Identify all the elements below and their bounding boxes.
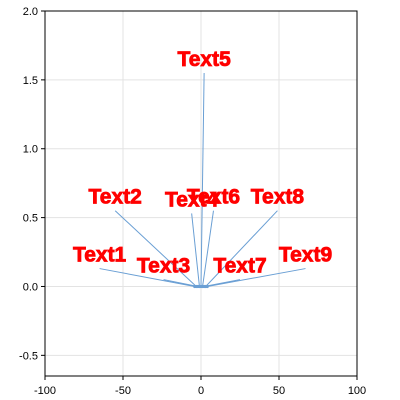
x-tick-label: -50	[115, 385, 131, 397]
y-axis-ticks: -0.5 0.0 0.5 1.0 1.5 2.0	[19, 6, 45, 362]
connector-lines	[99, 72, 306, 287]
annotation-connector	[204, 279, 241, 287]
annotation-connector	[114, 210, 197, 287]
y-tick-label: 1.0	[23, 144, 38, 156]
x-tick-label: 100	[348, 385, 366, 397]
data-points	[193, 284, 209, 289]
annotation-label: Text2	[89, 186, 142, 209]
annotation-label: Text1	[73, 244, 127, 267]
y-tick-label: 2.0	[23, 6, 38, 18]
y-tick-label: -0.5	[19, 350, 38, 362]
annotation-connector	[191, 213, 200, 287]
annotation-label: Text9	[279, 244, 332, 267]
y-tick-label: 1.5	[23, 75, 38, 87]
x-tick-label: 50	[273, 385, 285, 397]
annotation-label: Text6	[187, 186, 240, 209]
annotation-label: Text4	[165, 188, 219, 211]
annotation-connector	[207, 268, 306, 287]
x-tick-label: 0	[198, 385, 204, 397]
annotation-label: Text5	[177, 48, 231, 71]
annotation-label: Text8	[251, 186, 305, 209]
annotation-connector	[99, 268, 195, 287]
x-axis-ticks: -100 -50 0 50 100	[34, 376, 366, 397]
annotation-label: Text3	[137, 255, 190, 278]
data-point	[205, 284, 209, 289]
y-tick-label: 0.0	[23, 281, 38, 293]
x-tick-label: -100	[34, 385, 56, 397]
annotation-connector	[163, 279, 198, 287]
annotation-label: Text7	[213, 255, 266, 278]
y-tick-label: 0.5	[23, 213, 38, 225]
annotation-connector	[200, 72, 205, 287]
annotation-labels: Text1 Text2 Text3 Text4 Text5 Text6 Text7 Text8…	[73, 48, 333, 278]
annotation-connector	[202, 210, 214, 287]
annotation-connector	[205, 210, 278, 287]
